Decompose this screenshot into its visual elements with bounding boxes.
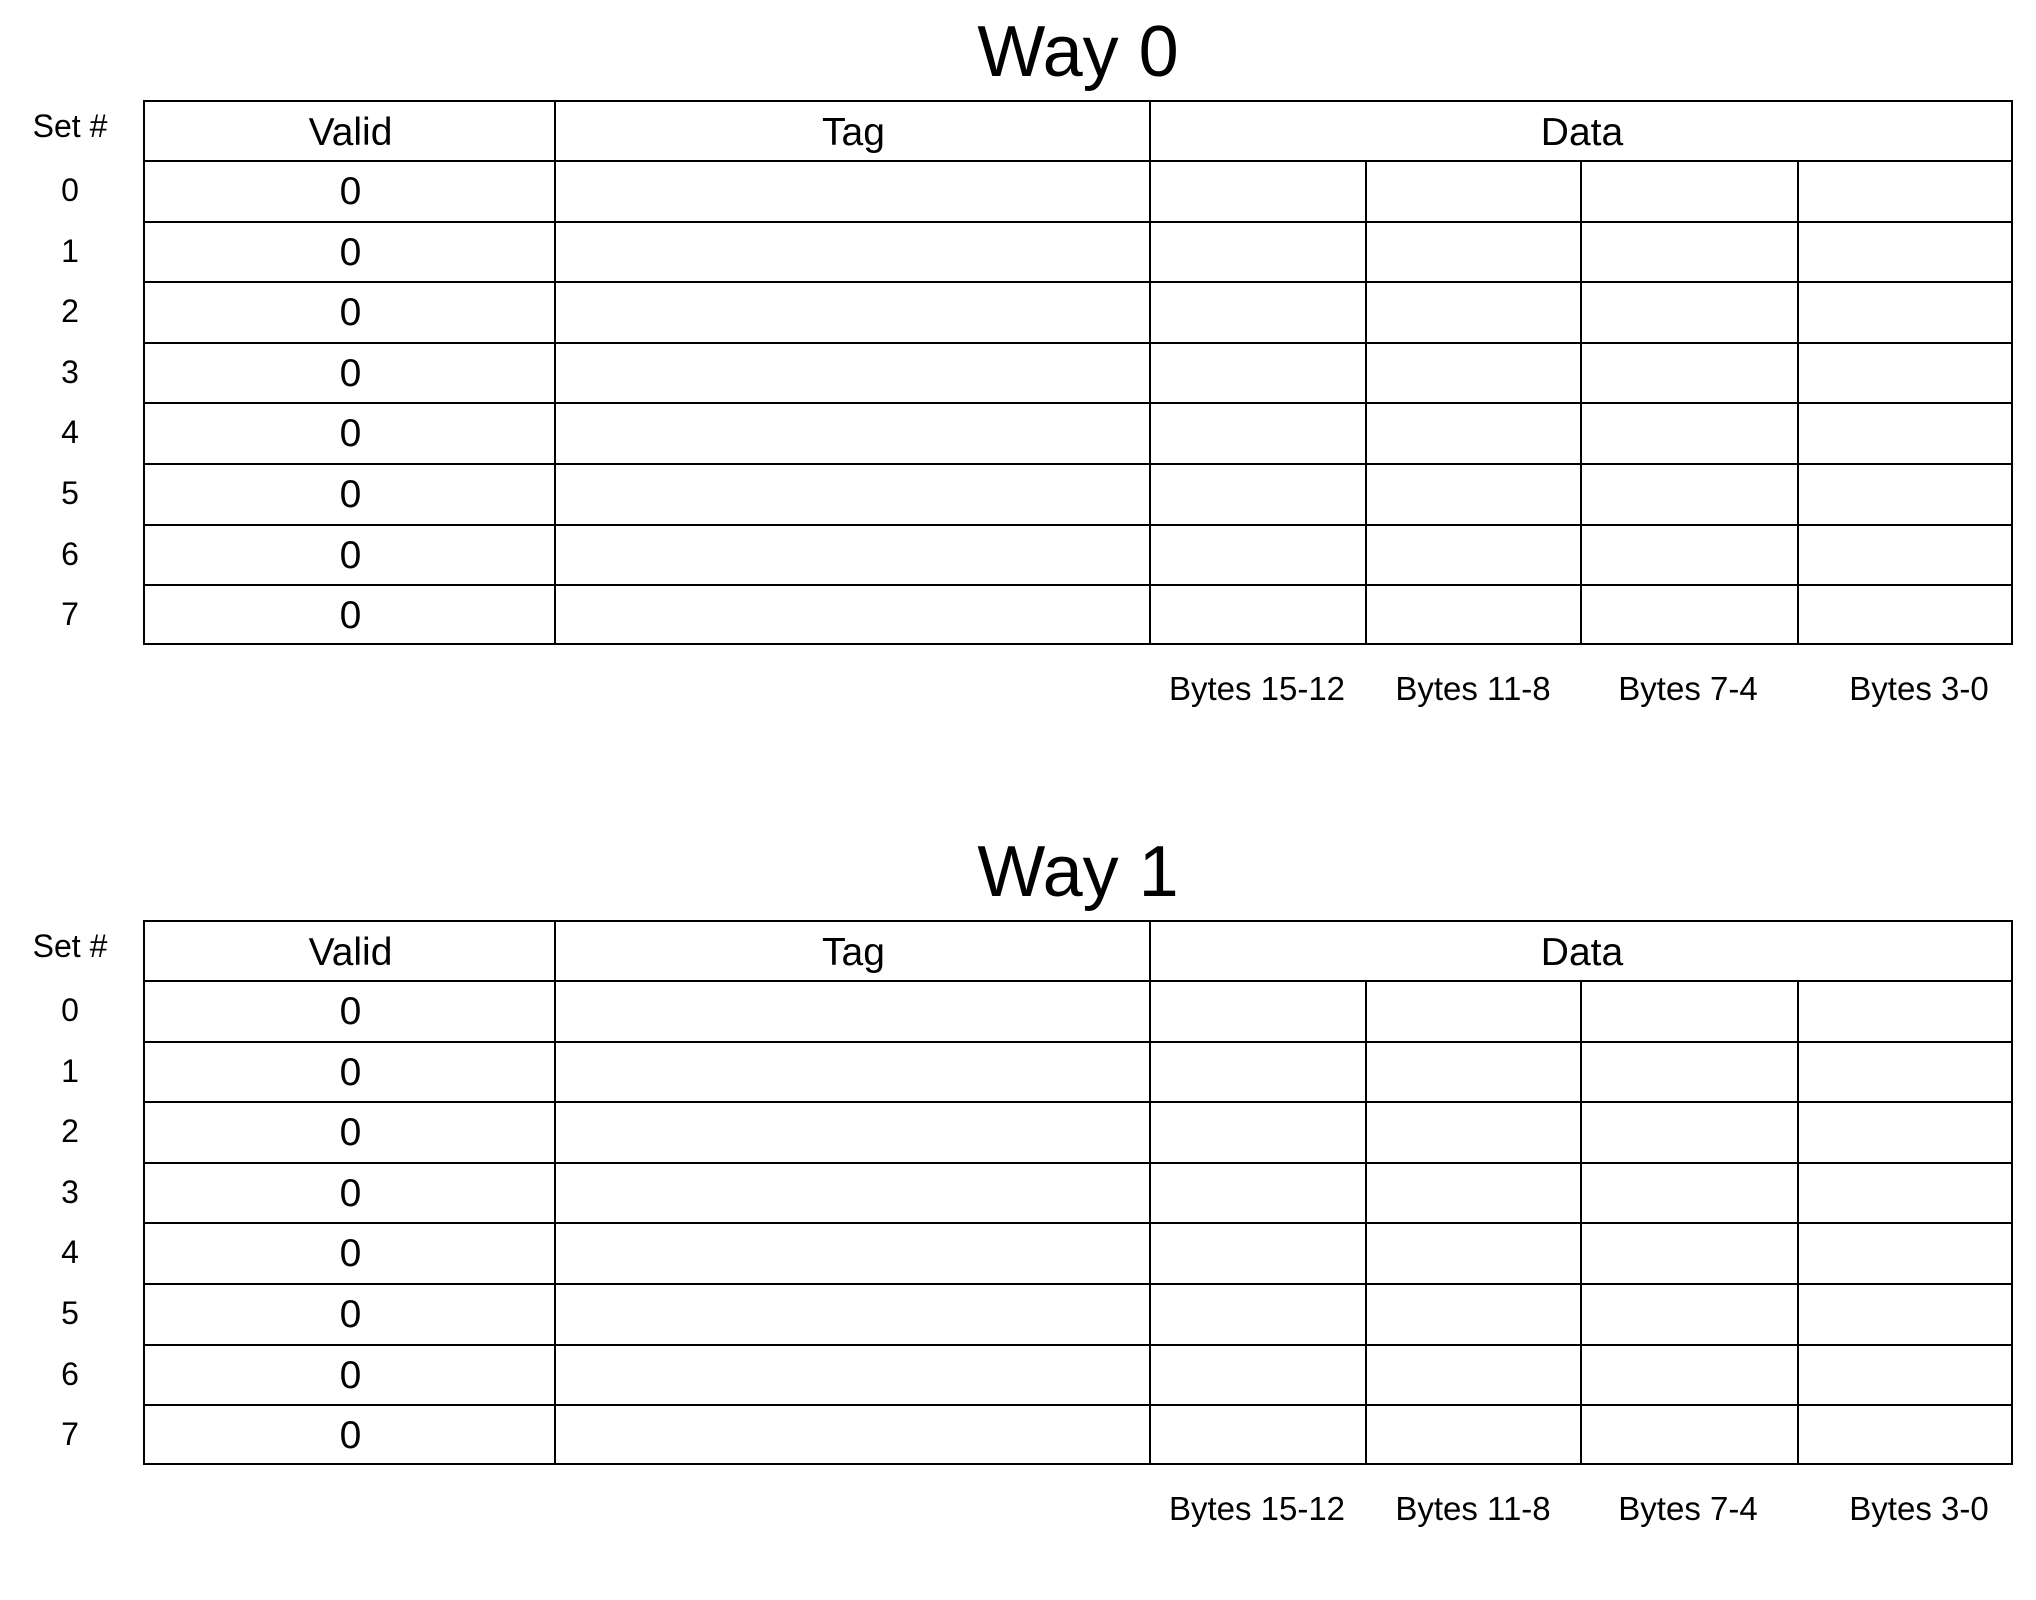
way-title: Way 0	[977, 12, 1179, 92]
tag-column-header: Tag	[822, 111, 885, 154]
byte-range-label: Bytes 3-0	[1849, 1490, 1989, 1527]
cache-table: Valid Tag Data 0 0 0 0 0 0 0 0	[143, 100, 2013, 645]
cache-table: Valid Tag Data 0 0 0 0 0 0 0 0	[143, 920, 2013, 1465]
way-0-section: Way 0 Set # 0 1 2 3 4 5 6 7 Valid Tag Data 0 0 0 0 0 0 0 0 By…	[0, 0, 2036, 780]
valid-bit-cell: 0	[339, 473, 362, 516]
column-divider	[1365, 160, 1367, 643]
row-divider	[145, 463, 2011, 465]
valid-bit-cell: 0	[339, 291, 362, 335]
row-divider	[145, 1404, 2011, 1407]
column-divider	[1580, 980, 1582, 1463]
set-number-label: 2	[61, 293, 79, 330]
row-divider	[145, 584, 2011, 587]
way-title: Way 1	[977, 832, 1179, 912]
set-number-label: 1	[61, 232, 79, 269]
row-divider	[145, 402, 2011, 405]
header-divider	[145, 160, 2011, 162]
valid-bit-cell: 0	[339, 594, 362, 638]
valid-bit-cell: 0	[339, 230, 362, 274]
valid-bit-cell: 0	[339, 1293, 362, 1336]
row-divider	[145, 220, 2011, 223]
valid-bit-cell: 0	[339, 990, 362, 1033]
row-divider	[145, 1040, 2011, 1043]
valid-bit-cell: 0	[339, 533, 362, 577]
set-number-label: 3	[61, 353, 79, 390]
row-divider	[145, 1283, 2011, 1285]
row-divider	[145, 1343, 2011, 1346]
valid-bit-cell: 0	[339, 1414, 362, 1458]
set-number-label: 4	[61, 1234, 79, 1271]
valid-bit-cell: 0	[339, 1050, 362, 1094]
set-number-label: 1	[61, 1052, 79, 1089]
set-number-label: 0	[61, 172, 79, 208]
valid-bit-cell: 0	[339, 351, 362, 395]
valid-bit-cell: 0	[339, 412, 362, 456]
column-divider	[1580, 160, 1582, 643]
set-number-label: 6	[61, 1355, 79, 1392]
set-number-label: 5	[61, 475, 79, 511]
column-divider	[1149, 102, 1151, 643]
tag-column-header: Tag	[822, 931, 885, 974]
row-divider	[145, 1161, 2011, 1164]
row-divider	[145, 281, 2011, 284]
set-number-header: Set #	[32, 928, 108, 964]
column-divider	[554, 922, 556, 1463]
valid-bit-cell: 0	[339, 1171, 362, 1215]
column-divider	[554, 102, 556, 643]
row-divider	[145, 341, 2011, 344]
set-number-label: 6	[61, 535, 79, 572]
column-divider	[1365, 980, 1367, 1463]
column-divider	[1149, 922, 1151, 1463]
byte-range-label: Bytes 7-4	[1618, 1490, 1758, 1527]
byte-range-label: Bytes 15-12	[1168, 1490, 1346, 1527]
column-divider	[1797, 160, 1799, 643]
set-number-label: 7	[61, 1416, 79, 1453]
set-number-header: Set #	[32, 108, 108, 144]
set-number-label: 7	[61, 596, 79, 633]
byte-range-label: Bytes 3-0	[1849, 670, 1989, 707]
byte-range-label: Bytes 11-8	[1395, 670, 1551, 707]
set-number-label: 0	[61, 992, 79, 1028]
byte-range-label: Bytes 7-4	[1618, 670, 1758, 707]
valid-bit-cell: 0	[339, 1353, 362, 1397]
row-divider	[145, 1101, 2011, 1104]
data-column-header: Data	[1540, 111, 1624, 154]
valid-bit-cell: 0	[339, 170, 362, 213]
set-number-label: 5	[61, 1295, 79, 1331]
row-divider	[145, 1222, 2011, 1225]
set-number-label: 4	[61, 414, 79, 451]
valid-bit-cell: 0	[339, 1111, 362, 1155]
byte-range-label: Bytes 11-8	[1395, 1490, 1551, 1527]
set-number-label: 3	[61, 1173, 79, 1210]
way-1-section: Way 1 Set # 0 1 2 3 4 5 6 7 Valid Tag Data 0 0 0 0 0 0 0 0 By…	[0, 820, 2036, 1600]
valid-column-header: Valid	[308, 931, 393, 974]
set-number-label: 2	[61, 1113, 79, 1150]
row-divider	[145, 523, 2011, 526]
valid-bit-cell: 0	[339, 1232, 362, 1276]
column-divider	[1797, 980, 1799, 1463]
header-divider	[145, 980, 2011, 982]
data-column-header: Data	[1540, 931, 1624, 974]
valid-column-header: Valid	[308, 111, 393, 154]
byte-range-label: Bytes 15-12	[1168, 670, 1346, 707]
